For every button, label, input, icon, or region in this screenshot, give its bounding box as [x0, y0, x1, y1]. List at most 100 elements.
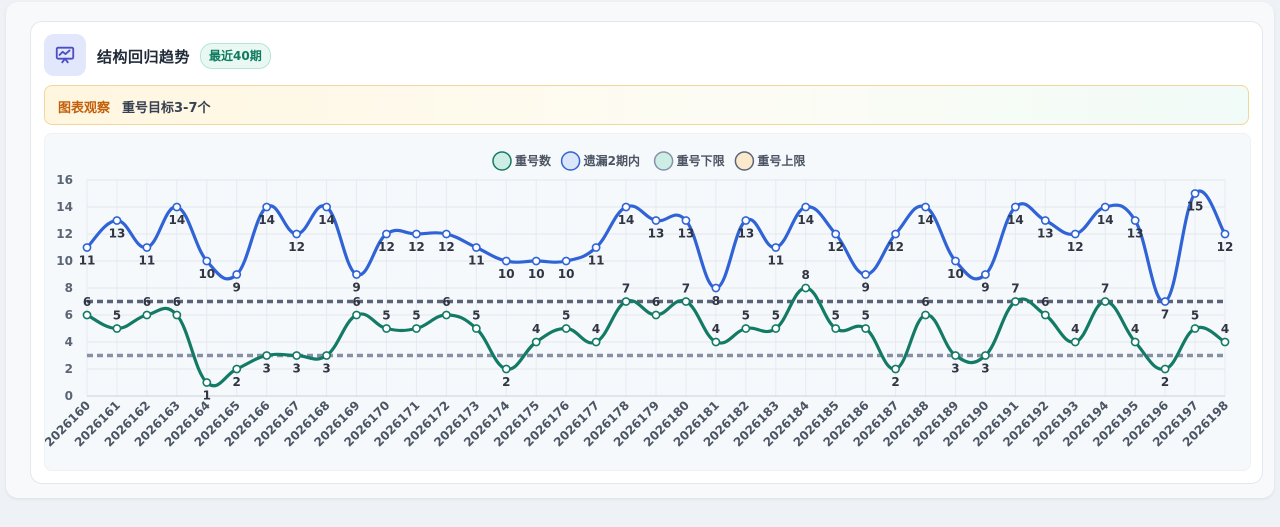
repeat-data-label: 5 [742, 309, 750, 323]
repeat-data-label: 4 [592, 322, 600, 336]
missed2-point [382, 229, 391, 239]
repeat-point [1010, 297, 1020, 306]
repeat-data-label: 2 [502, 375, 510, 389]
repeat-point [561, 324, 571, 333]
missed2-data-label: 10 [558, 267, 575, 281]
missed2-data-label: 11 [767, 254, 784, 268]
missed2-point [831, 229, 841, 239]
repeat-point [891, 364, 900, 374]
missed2-data-label: 10 [198, 267, 215, 281]
repeat-point [322, 351, 331, 360]
repeat-data-label: 5 [832, 309, 840, 323]
missed2-data-label: 7 [1161, 308, 1169, 322]
repeat-data-label: 4 [1071, 322, 1079, 336]
missed2-data-label: 11 [139, 254, 156, 268]
repeat-data-label: 6 [652, 295, 660, 309]
missed2-point [1190, 189, 1200, 198]
period-badge: 最近40期 [200, 43, 271, 69]
missed2-data-label: 11 [588, 254, 605, 268]
repeat-data-label: 3 [951, 362, 959, 376]
missed2-data-label: 12 [438, 240, 455, 254]
y-tick-label: 6 [65, 308, 73, 322]
missed2-point [741, 216, 751, 225]
legend-label: 重号上限 [757, 153, 805, 168]
missed2-data-label: 13 [1127, 227, 1144, 241]
repeat-point [1190, 324, 1200, 333]
missed2-data-label: 10 [947, 267, 964, 281]
y-tick-label: 12 [56, 227, 73, 241]
missed2-data-label: 14 [917, 213, 934, 227]
missed2-point [711, 283, 721, 293]
repeat-point [921, 310, 930, 320]
missed2-data-label: 9 [861, 281, 869, 295]
missed2-data-label: 14 [618, 213, 635, 227]
chart-container: 0 2 4 6 8 10 12 14 16 2026160 2026161 2026162 202616… [42, 133, 1251, 471]
missed2-point [531, 256, 541, 266]
repeat-point [861, 324, 871, 333]
y-tick-label: 8 [65, 281, 73, 295]
repeat-data-label: 3 [322, 362, 330, 376]
missed2-point [1010, 202, 1020, 212]
missed2-point [142, 243, 152, 252]
repeat-data-label: 5 [412, 309, 420, 323]
missed2-data-label: 12 [1067, 240, 1084, 254]
repeat-data-label: 6 [442, 295, 450, 309]
y-tick-label: 0 [65, 389, 73, 403]
missed2-point [1160, 297, 1170, 306]
repeat-point [501, 364, 511, 374]
missed2-point [501, 256, 511, 266]
repeat-data-label: 5 [382, 309, 390, 323]
repeat-point [591, 337, 601, 347]
repeat-data-label: 2 [233, 375, 241, 389]
missed2-point [681, 216, 691, 225]
repeat-data-label: 8 [802, 268, 810, 282]
repeat-point [621, 297, 631, 306]
repeat-point [531, 337, 541, 347]
missed2-point [801, 202, 811, 212]
missed2-data-label: 9 [981, 281, 989, 295]
missed2-point [651, 216, 661, 225]
repeat-data-label: 2 [1161, 375, 1169, 389]
repeat-data-label: 6 [173, 295, 181, 309]
repeat-point [352, 310, 361, 320]
repeat-data-label: 2 [891, 375, 899, 389]
missed2-data-label: 13 [678, 227, 695, 241]
y-tick-label: 2 [65, 362, 73, 376]
repeat-data-label: 6 [143, 295, 151, 309]
missed2-data-label: 12 [408, 240, 425, 254]
missed2-data-label: 14 [797, 213, 814, 227]
missed2-point [112, 216, 122, 225]
repeat-point [831, 324, 841, 333]
repeat-point [142, 310, 152, 320]
repeat-data-label: 3 [263, 362, 271, 376]
repeat-point [172, 310, 182, 320]
missed2-point [771, 243, 781, 252]
missed2-point [1130, 216, 1140, 225]
missed2-point [951, 256, 960, 266]
missed2-point [441, 229, 451, 239]
missed2-data-label: 15 [1187, 200, 1204, 214]
repeat-data-label: 6 [1041, 295, 1049, 309]
missed2-data-label: 12 [887, 240, 904, 254]
repeat-data-label: 6 [921, 295, 929, 309]
y-tick-label: 16 [56, 173, 73, 187]
repeat-point [681, 297, 691, 306]
repeat-point [1220, 337, 1230, 347]
repeat-point [82, 310, 92, 320]
missed2-point [561, 256, 571, 266]
repeat-point [1100, 297, 1110, 306]
missed2-data-label: 12 [827, 240, 844, 254]
repeat-point [412, 324, 421, 333]
repeat-data-label: 5 [113, 309, 121, 323]
legend-label: 重号下限 [677, 153, 725, 168]
repeat-point [651, 310, 661, 320]
repeat-data-label: 4 [1221, 322, 1229, 336]
legend-label: 重号数 [515, 153, 552, 168]
repeat-data-label: 7 [682, 282, 690, 296]
repeat-point [1160, 364, 1170, 374]
repeat-point [801, 283, 811, 293]
missed2-point [621, 202, 631, 212]
missed2-point [1040, 216, 1050, 225]
repeat-data-label: 3 [292, 362, 300, 376]
repeat-point [771, 324, 781, 333]
